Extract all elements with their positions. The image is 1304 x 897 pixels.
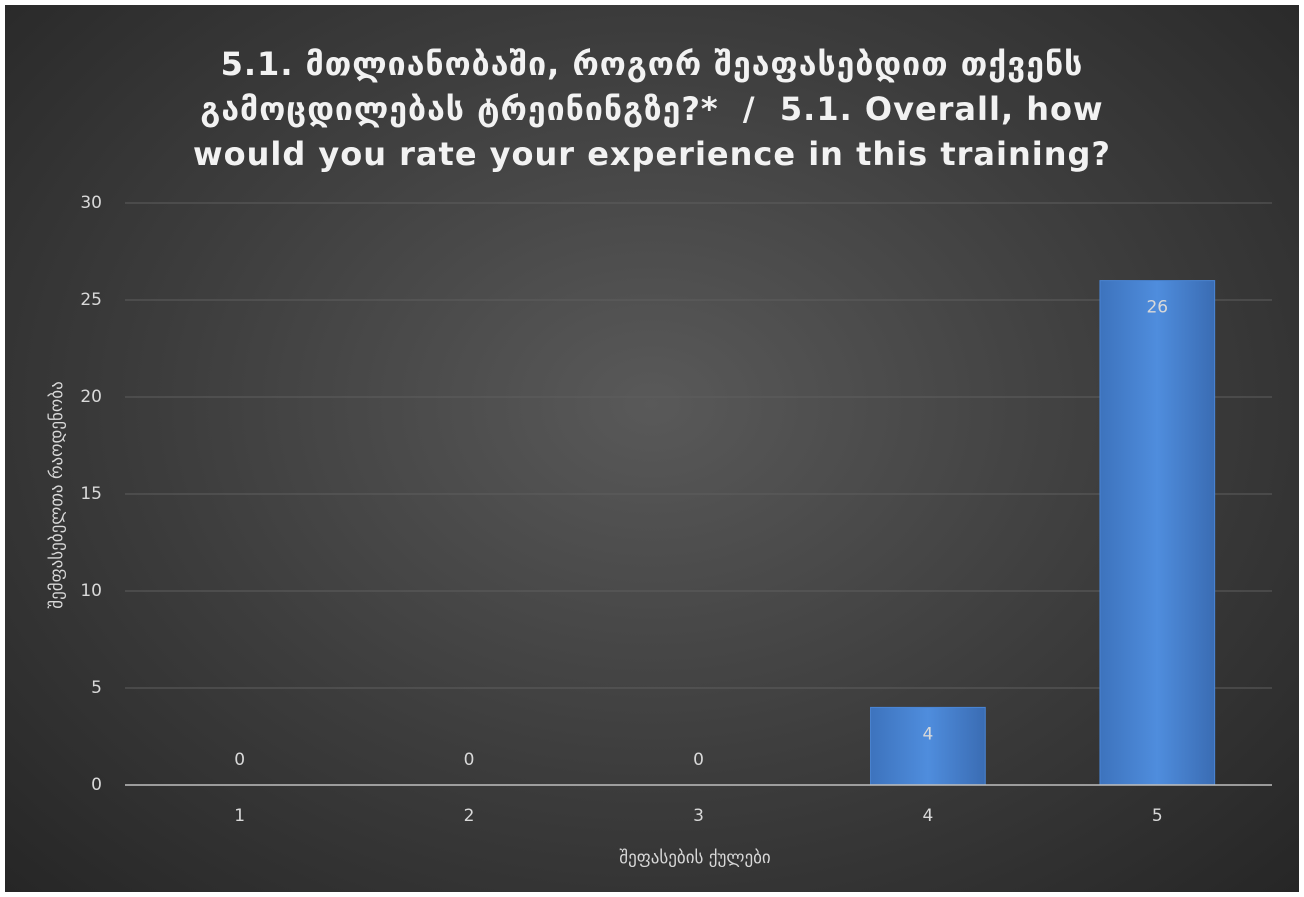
y-tick-label: 0 [91, 775, 102, 795]
data-label: 0 [464, 750, 475, 770]
data-label: 4 [922, 724, 933, 744]
bar [870, 706, 986, 786]
y-tick-label: 10 [80, 581, 102, 601]
x-tick-label: 1 [234, 806, 245, 826]
chart-area [5, 5, 1299, 892]
y-axis-label: შემფასებელთა რაოდენობა [47, 381, 67, 608]
y-tick-label: 15 [80, 484, 102, 504]
y-tick-label: 20 [80, 387, 102, 407]
data-label: 26 [1146, 298, 1168, 318]
data-label: 0 [693, 750, 704, 770]
x-axis-label: შეფასების ქულები [619, 848, 770, 868]
x-tick-label: 4 [922, 806, 933, 826]
x-tick-label: 3 [693, 806, 704, 826]
x-tick-label: 2 [464, 806, 475, 826]
bar [1099, 280, 1216, 786]
y-tick-label: 5 [91, 678, 102, 698]
chart-title: 5.1. მთლიანობაში, როგორ შეაფასებდით თქვე… [193, 45, 1116, 173]
y-tick-label: 30 [80, 193, 102, 213]
data-label: 0 [234, 750, 245, 770]
x-tick-label: 5 [1152, 806, 1163, 826]
y-tick-label: 25 [80, 290, 102, 310]
